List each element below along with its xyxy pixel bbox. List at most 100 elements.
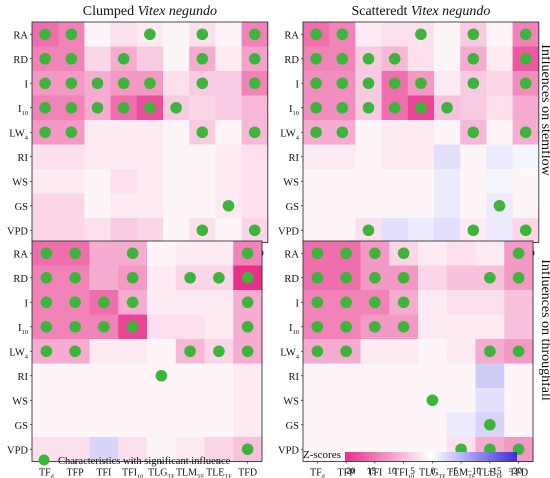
heatmap-cell <box>136 120 164 145</box>
heatmap-cell <box>147 388 177 413</box>
significance-dot <box>69 320 81 333</box>
heatmap-cell <box>460 169 487 194</box>
significance-dot <box>512 345 525 358</box>
heatmap-cell <box>175 363 205 389</box>
significance-dot <box>213 345 225 358</box>
heatmap-cell <box>84 144 111 170</box>
heatmap-cell <box>486 144 513 170</box>
column-label: TFD <box>238 468 257 478</box>
heatmap-cell <box>355 193 382 219</box>
significance-dot <box>467 224 480 237</box>
significance-dot <box>144 101 156 114</box>
row-label: RI <box>18 153 29 164</box>
heatmap-cell <box>460 95 487 121</box>
significance-dot <box>388 101 401 114</box>
heatmap-cell <box>84 193 111 219</box>
significance-dot <box>519 77 532 90</box>
heatmap-cell <box>163 46 190 72</box>
significance-dot <box>241 345 254 358</box>
colorbar-tick-label: 0 <box>431 466 436 476</box>
heatmap-cell <box>136 144 164 170</box>
significance-dot <box>340 320 352 333</box>
significance-dot <box>362 77 375 90</box>
colorbar-tick-label: 15 <box>367 466 377 476</box>
heatmap-cell <box>486 120 513 145</box>
row-label: RI <box>289 153 300 164</box>
heatmap-cell <box>331 412 361 438</box>
significance-dot <box>310 126 322 139</box>
heatmap-cell <box>84 22 111 47</box>
heatmap-cell <box>233 388 263 413</box>
row-label: WS <box>283 177 299 188</box>
heatmap-cell <box>215 71 242 96</box>
heatmap-cell <box>204 388 234 413</box>
heatmap-cell <box>434 120 461 145</box>
significance-dot <box>40 271 53 284</box>
significance-dot <box>369 247 381 260</box>
heatmap-cell <box>136 193 164 219</box>
legend-dot-icon <box>38 454 50 466</box>
significance-dot <box>397 296 410 309</box>
significance-dot <box>65 28 78 41</box>
row-label: GS <box>15 202 29 213</box>
heatmap-cell <box>329 169 356 194</box>
heatmap-cell <box>381 22 409 47</box>
heatmap-cell <box>60 437 90 462</box>
heatmap-cell <box>434 193 461 219</box>
heatmap-cell <box>446 412 476 438</box>
heatmap-cell <box>118 437 148 462</box>
legend-marker-label: Characteristics with significant influen… <box>58 456 231 467</box>
heatmap-cell <box>418 265 448 291</box>
colorbar-tick-label: 20 <box>347 466 357 476</box>
significance-dot <box>311 247 324 260</box>
significance-dot <box>467 77 480 90</box>
significance-dot <box>388 52 401 65</box>
significance-dot <box>484 345 496 358</box>
row-label: RD <box>284 274 299 285</box>
heatmap-cell <box>303 437 333 462</box>
heatmap-cell <box>89 241 119 266</box>
significance-dot <box>40 320 53 333</box>
significance-dot <box>91 101 104 114</box>
heatmap-cell <box>475 290 505 315</box>
row-label: WS <box>12 177 28 188</box>
heatmap-cell <box>89 437 119 462</box>
significance-dot <box>311 320 324 333</box>
heatmap-cell <box>84 218 111 243</box>
significance-dot <box>144 28 156 41</box>
row-label: LW4 <box>280 128 300 141</box>
heatmap-cell <box>407 193 435 219</box>
column-label: TFP <box>338 468 356 478</box>
heatmap-cell <box>446 339 476 364</box>
significance-dot <box>336 77 349 90</box>
column-label: TFP <box>67 468 85 478</box>
significance-dot <box>311 296 324 309</box>
heatmap-cell <box>418 363 448 389</box>
significance-dot <box>39 126 51 139</box>
row-label: RA <box>284 249 299 260</box>
significance-dot <box>65 77 78 90</box>
heatmap-cell <box>418 412 448 438</box>
row-label: RI <box>289 372 300 383</box>
row-label: I <box>296 79 300 90</box>
heatmap-cell <box>89 388 119 413</box>
heatmap-cell <box>175 437 205 462</box>
colorbar-tick-label: 5 <box>410 466 415 476</box>
row-label: LW4 <box>280 347 300 360</box>
heatmap-cell <box>32 193 59 219</box>
column-label: TFd <box>39 468 55 478</box>
significance-dot <box>362 224 375 237</box>
row-label: RA <box>13 249 28 260</box>
heatmap-cell <box>407 46 435 72</box>
heatmap-cell <box>475 363 505 389</box>
significance-dot <box>241 271 254 284</box>
significance-dot <box>222 199 235 212</box>
heatmap-cell <box>175 241 205 266</box>
heatmap-cell <box>58 218 85 243</box>
significance-dot <box>310 77 322 90</box>
panel-title: Scatteredt Vitex negundo <box>351 4 490 19</box>
heatmap-cell <box>418 339 448 364</box>
significance-dot <box>65 101 78 114</box>
heatmap-cell <box>189 95 216 121</box>
heatmap-cell <box>303 388 333 413</box>
